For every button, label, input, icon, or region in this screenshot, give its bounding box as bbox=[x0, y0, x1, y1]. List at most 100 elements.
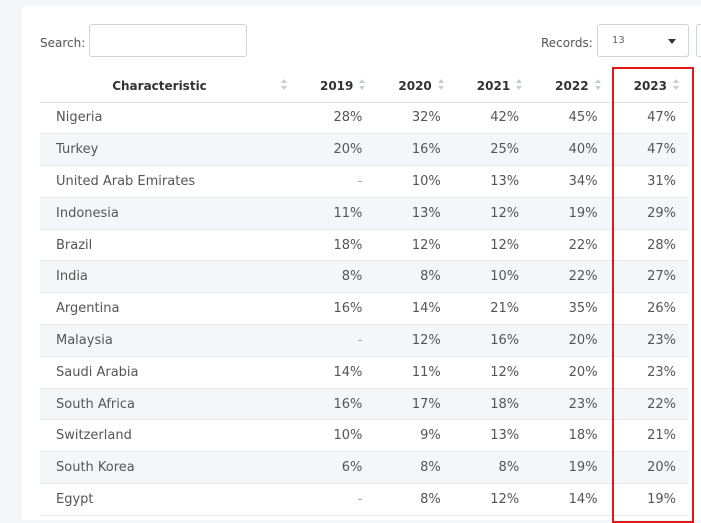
cell-value-2019: 10% bbox=[297, 419, 376, 453]
cell-value-2022: 34% bbox=[532, 165, 611, 198]
cell-value-2019: 11% bbox=[297, 197, 376, 230]
data-table: Characteristic 2019 2020 2021 2022 bbox=[40, 70, 689, 516]
cell-value-2022: 40% bbox=[532, 133, 611, 167]
sort-icon[interactable] bbox=[437, 79, 444, 91]
cell-value-2023: 23% bbox=[610, 356, 689, 389]
table-row: South Africa 16% 17% 18% 23% 22% bbox=[40, 388, 689, 421]
sort-icon[interactable] bbox=[673, 79, 679, 91]
cell-value-2021: 12% bbox=[453, 356, 533, 389]
cell-characteristic: United Arab Emirates bbox=[40, 165, 297, 198]
column-header-label: 2022 bbox=[555, 78, 589, 93]
table-row: Indonesia 11% 13% 12% 19% 29% bbox=[40, 197, 689, 230]
caret-down-icon bbox=[668, 39, 676, 44]
cell-value-2019: 18% bbox=[297, 229, 376, 262]
cell-value-2023: 19% bbox=[610, 483, 689, 516]
cell-value-2021: 10% bbox=[453, 260, 533, 294]
table-body: Nigeria 28% 32% 42% 45% 47% Turkey 20% 16% 25% 40%… bbox=[40, 102, 689, 516]
table-header-row: Characteristic 2019 2020 2021 2022 bbox=[40, 70, 689, 103]
cell-value-2019: 16% bbox=[297, 388, 376, 421]
cell-value-2020: 8% bbox=[375, 483, 454, 516]
cell-value-2020: 11% bbox=[375, 356, 454, 389]
cell-value-2021: 13% bbox=[453, 165, 533, 198]
cell-value-2021: 12% bbox=[453, 483, 533, 516]
cell-characteristic: Turkey bbox=[40, 133, 297, 167]
table-row: Saudi Arabia 14% 11% 12% 20% 23% bbox=[40, 356, 689, 389]
column-header-2019[interactable]: 2019 bbox=[297, 70, 376, 103]
cell-value-2023: 29% bbox=[610, 197, 689, 230]
cell-value-2020: 13% bbox=[375, 197, 454, 230]
cell-value-2021: 16% bbox=[453, 324, 533, 357]
table-row: Malaysia -12% 16% 20% 23% bbox=[40, 324, 689, 357]
cell-characteristic: Brazil bbox=[40, 229, 297, 262]
cell-characteristic: Malaysia bbox=[40, 324, 297, 357]
cell-value-2021: 25% bbox=[453, 133, 533, 167]
records-select[interactable]: 13 bbox=[597, 24, 689, 57]
cell-value-2023: 27% bbox=[610, 260, 689, 294]
sort-icon[interactable] bbox=[359, 79, 366, 91]
cell-value-2020: 12% bbox=[375, 229, 454, 262]
cell-value-2022: 18% bbox=[532, 419, 611, 453]
table-toolbar: Search: Records: 13 bbox=[22, 6, 701, 68]
search-input[interactable] bbox=[89, 24, 247, 57]
column-header-label: 2019 bbox=[319, 78, 354, 93]
table-row: Brazil 18% 12% 12% 22% 28% bbox=[40, 229, 689, 262]
cell-value-2021: 12% bbox=[453, 229, 533, 262]
records-label: Records: bbox=[541, 36, 593, 50]
cell-value-2021: 21% bbox=[453, 292, 533, 326]
cell-value-2023: 28% bbox=[610, 229, 689, 262]
cell-value-2020: 8% bbox=[375, 260, 454, 294]
column-header-label: Characteristic bbox=[112, 78, 207, 93]
cell-value-2022: 22% bbox=[532, 229, 611, 262]
column-header-2022[interactable]: 2022 bbox=[532, 70, 611, 103]
sort-icon[interactable] bbox=[594, 79, 601, 91]
cell-value-2019: - bbox=[297, 324, 376, 357]
column-header-2020[interactable]: 2020 bbox=[375, 70, 454, 103]
cell-value-2019: 6% bbox=[297, 451, 376, 485]
cell-value-2023: 31% bbox=[610, 165, 689, 198]
cell-value-2022: 20% bbox=[532, 356, 611, 389]
column-header-2023[interactable]: 2023 bbox=[610, 70, 689, 103]
cell-value-2022: 45% bbox=[532, 102, 611, 135]
toolbar-extra-control[interactable] bbox=[696, 24, 701, 57]
cell-value-2020: 16% bbox=[375, 133, 454, 167]
cell-value-2023: 47% bbox=[610, 102, 689, 135]
cell-characteristic: Argentina bbox=[40, 292, 297, 326]
cell-value-2023: 22% bbox=[610, 388, 689, 421]
cell-value-2021: 42% bbox=[453, 102, 533, 135]
sort-icon[interactable] bbox=[281, 79, 287, 91]
column-header-label: 2023 bbox=[633, 78, 667, 93]
cell-characteristic: South Korea bbox=[40, 451, 297, 485]
cell-value-2023: 21% bbox=[610, 419, 689, 453]
cell-value-2020: 17% bbox=[375, 388, 454, 421]
cell-value-2021: 18% bbox=[453, 388, 533, 421]
cell-characteristic: Switzerland bbox=[40, 419, 297, 453]
cell-value-2019: 16% bbox=[297, 292, 376, 326]
table-row: Turkey 20% 16% 25% 40% 47% bbox=[40, 133, 689, 167]
column-header-characteristic[interactable]: Characteristic bbox=[40, 70, 297, 103]
cell-value-2022: 23% bbox=[532, 388, 611, 421]
cell-value-2019: 20% bbox=[297, 133, 376, 167]
sort-icon[interactable] bbox=[516, 79, 523, 91]
search-label: Search: bbox=[40, 36, 86, 50]
table-row: Nigeria 28% 32% 42% 45% 47% bbox=[40, 102, 689, 135]
cell-value-2022: 20% bbox=[532, 324, 611, 357]
column-header-2021[interactable]: 2021 bbox=[453, 70, 533, 103]
cell-value-2021: 8% bbox=[453, 451, 533, 485]
cell-value-2020: 10% bbox=[375, 165, 454, 198]
cell-characteristic: Saudi Arabia bbox=[40, 356, 297, 389]
cell-characteristic: Egypt bbox=[40, 483, 297, 516]
cell-value-2019: 8% bbox=[297, 260, 376, 294]
cell-value-2022: 19% bbox=[532, 451, 611, 485]
cell-characteristic: South Africa bbox=[40, 388, 297, 421]
cell-value-2020: 9% bbox=[375, 419, 454, 453]
cell-value-2020: 8% bbox=[375, 451, 454, 485]
cell-value-2019: 14% bbox=[297, 356, 376, 389]
cell-value-2023: 47% bbox=[610, 133, 689, 167]
cell-value-2019: 28% bbox=[297, 102, 376, 135]
cell-value-2020: 12% bbox=[375, 324, 454, 357]
cell-value-2022: 35% bbox=[532, 292, 611, 326]
cell-characteristic: Indonesia bbox=[40, 197, 297, 230]
table-row: Argentina 16% 14% 21% 35% 26% bbox=[40, 292, 689, 326]
cell-value-2021: 13% bbox=[453, 419, 533, 453]
cell-value-2019: - bbox=[297, 483, 376, 516]
